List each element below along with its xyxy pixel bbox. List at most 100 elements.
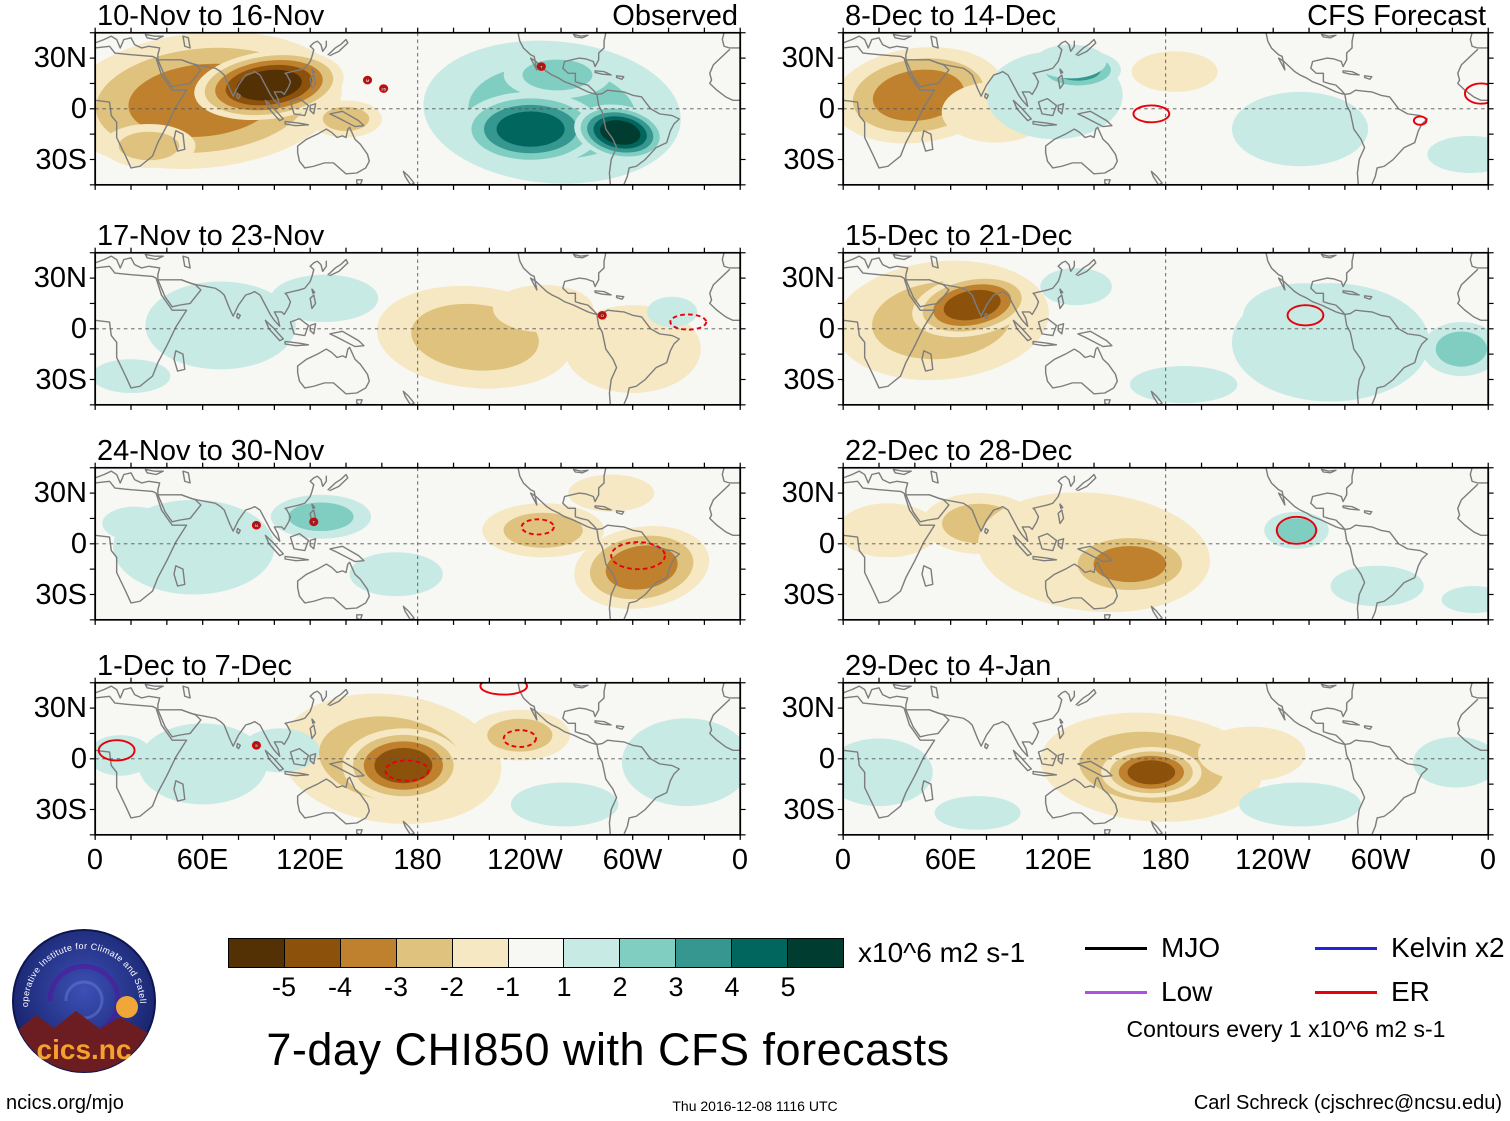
lon-axis-label: 60E (176, 844, 229, 876)
lon-axis-label: 120W (487, 844, 563, 876)
anomaly-field: NT (94, 467, 741, 621)
panel-title: 15-Dec to 21-Dec (845, 220, 1073, 252)
panel-title: 1-Dec to 7-Dec (97, 650, 293, 682)
colorbar-segment (788, 939, 843, 967)
lon-axis-label: 120E (1024, 844, 1092, 876)
lat-axis-label: 0 (70, 93, 87, 125)
lon-axis-label: 60W (602, 844, 663, 876)
lat-axis-label: 30S (35, 578, 87, 611)
lat-axis-label: 30N (33, 477, 87, 510)
lat-axis-label: 0 (818, 528, 835, 560)
lat-axis-label: 30N (33, 42, 87, 75)
map-panel-obs-week1: 10-Nov to 16-Nov Observed M 26 T (89, 1, 746, 191)
kelvin-line-swatch (1315, 946, 1377, 950)
svg-text:T: T (540, 65, 543, 70)
lat-axis-label: 30N (33, 692, 87, 725)
colorbar-tick-label: 5 (780, 972, 796, 1002)
lon-axis-label: 120W (1235, 844, 1311, 876)
lat-axis-label: 30N (781, 692, 835, 725)
anomaly-field (842, 682, 1489, 836)
colorbar-segment (508, 939, 565, 967)
lat-axis-label: 0 (70, 313, 87, 345)
world-map: 5 (89, 677, 746, 841)
lat-axis-label: 30N (781, 262, 835, 295)
svg-text:O: O (600, 313, 604, 318)
colorbar-tick-label: 2 (612, 972, 628, 1002)
contour-legend: MJO Kelvin x2 Low ER Contours every 1 x1… (1085, 930, 1505, 1043)
lat-axis-label: 30S (35, 143, 87, 176)
lat-axis-label: 30S (783, 363, 835, 396)
anomaly-field: M 26 T (94, 32, 741, 186)
lon-axis-label: 60E (924, 844, 977, 876)
world-map (837, 462, 1494, 626)
colorbar-units: x10^6 m2 s-1 (858, 937, 1026, 968)
author-credit: Carl Schreck (cjschrec@ncsu.edu) (1193, 1092, 1502, 1114)
world-map (837, 677, 1494, 841)
contour-interval-note: Contours every 1 x10^6 m2 s-1 (1126, 1016, 1446, 1042)
colorbar-segment (340, 939, 397, 967)
colorbar-segment (452, 939, 509, 967)
sun-icon (116, 996, 138, 1018)
colorbar-tick-label: -1 (495, 972, 520, 1002)
lon-axis-label: 120E (276, 844, 344, 876)
anomaly-field (842, 467, 1489, 621)
colorbar-tick-label: 4 (724, 972, 740, 1002)
panel-title: 17-Nov to 23-Nov (97, 220, 325, 252)
lat-axis-label: 0 (818, 743, 835, 775)
colorbar: -5 -4 -3 -2 -1 1 2 3 4 5 (228, 938, 844, 1010)
panel-title: 24-Nov to 30-Nov (97, 435, 325, 467)
lon-axis-label: 60W (1350, 844, 1411, 876)
colorbar-segment (284, 939, 341, 967)
lat-axis-label: 30S (35, 793, 87, 826)
colorbar-tick-label: 3 (668, 972, 684, 1002)
world-map (837, 247, 1494, 411)
figure-title: 7-day CHI850 with CFS forecasts (266, 1024, 950, 1075)
colorbar-segment (620, 939, 677, 967)
lon-axis-label: 180 (1141, 844, 1190, 876)
lon-axis-label: 0 (834, 844, 852, 876)
legend-item-mjo: MJO (1085, 930, 1315, 966)
lat-axis-label: 30S (783, 793, 835, 826)
lon-axis-label: 0 (1479, 844, 1497, 876)
colorbar-segment (396, 939, 453, 967)
panel-title: 29-Dec to 4-Jan (845, 650, 1052, 682)
low-line-swatch (1085, 990, 1147, 994)
colorbar-segment (732, 939, 789, 967)
colorbar-tick-label: -5 (271, 972, 296, 1002)
map-panel-fcst-week4: 29-Dec to 4-Jan (837, 651, 1494, 841)
map-panel-obs-week2: 17-Nov to 23-Nov O (89, 221, 746, 411)
source-url: ncics.org/mjo (6, 1092, 124, 1114)
lat-axis-label: 0 (70, 528, 87, 560)
world-map: NT (89, 462, 746, 626)
generation-timestamp: Thu 2016-12-08 1116 UTC (672, 1098, 838, 1114)
logo-wordmark: cics.nc (37, 1034, 132, 1065)
panel-title: 10-Nov to 16-Nov (97, 0, 325, 32)
map-panel-obs-week4: 1-Dec to 7-Dec 5 (89, 651, 746, 841)
lon-axis-label: 0 (731, 844, 749, 876)
legend-item-low: Low (1085, 974, 1315, 1010)
world-map: O (89, 247, 746, 411)
lat-axis-label: 0 (818, 313, 835, 345)
panel-title: 8-Dec to 14-Dec (845, 0, 1057, 32)
lat-axis-label: 30S (783, 578, 835, 611)
map-panel-fcst-week2: 15-Dec to 21-Dec (837, 221, 1494, 411)
colorbar-segment (564, 939, 621, 967)
legend-item-er: ER (1315, 974, 1487, 1010)
anomaly-field: O (94, 252, 741, 406)
mountains-silhouette (13, 1011, 155, 1072)
lon-axis-label: 0 (86, 844, 104, 876)
svg-text:M: M (366, 78, 370, 83)
column-header-forecast: CFS Forecast (1307, 0, 1486, 32)
world-map (837, 27, 1494, 191)
lat-axis-label: 0 (818, 93, 835, 125)
colorbar-tick-label: -4 (327, 972, 352, 1002)
legend-item-kelvin: Kelvin x2 (1315, 930, 1505, 966)
panel-title: 22-Dec to 28-Dec (845, 435, 1073, 467)
svg-text:5: 5 (255, 743, 258, 748)
er-line-swatch (1315, 990, 1377, 994)
colorbar-segment (676, 939, 733, 967)
map-panel-fcst-week3: 22-Dec to 28-Dec (837, 436, 1494, 626)
anomaly-field (842, 32, 1489, 186)
